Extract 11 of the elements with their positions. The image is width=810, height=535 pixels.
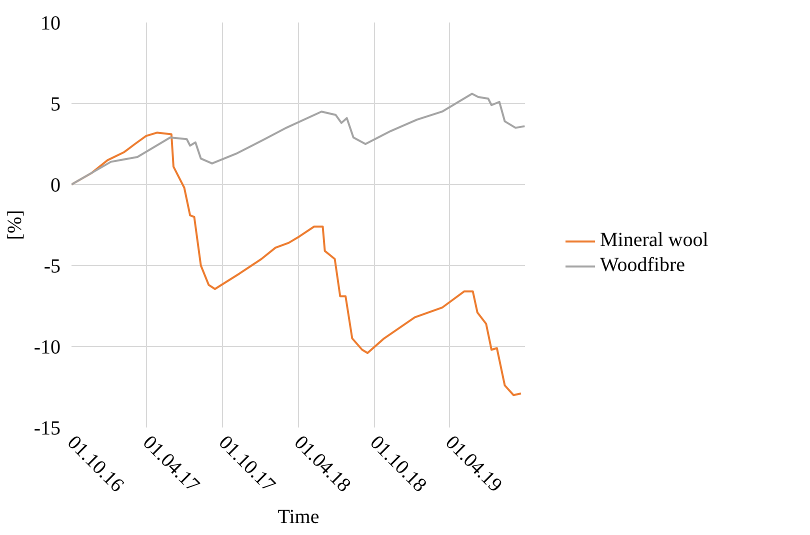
y-tick-label: -15	[34, 418, 61, 440]
y-tick-label: -10	[34, 336, 61, 358]
y-tick-label: 0	[50, 174, 60, 196]
y-tick-label: -5	[44, 256, 61, 278]
legend-label: Mineral wool	[600, 229, 708, 252]
x-axis-title: Time	[278, 506, 320, 528]
y-tick-label: 10	[40, 12, 60, 34]
y-axis-title: [%]	[4, 210, 26, 240]
legend-label: Woodfibre	[600, 254, 686, 277]
y-tick-label: 5	[50, 94, 60, 116]
line-series	[72, 92, 525, 186]
